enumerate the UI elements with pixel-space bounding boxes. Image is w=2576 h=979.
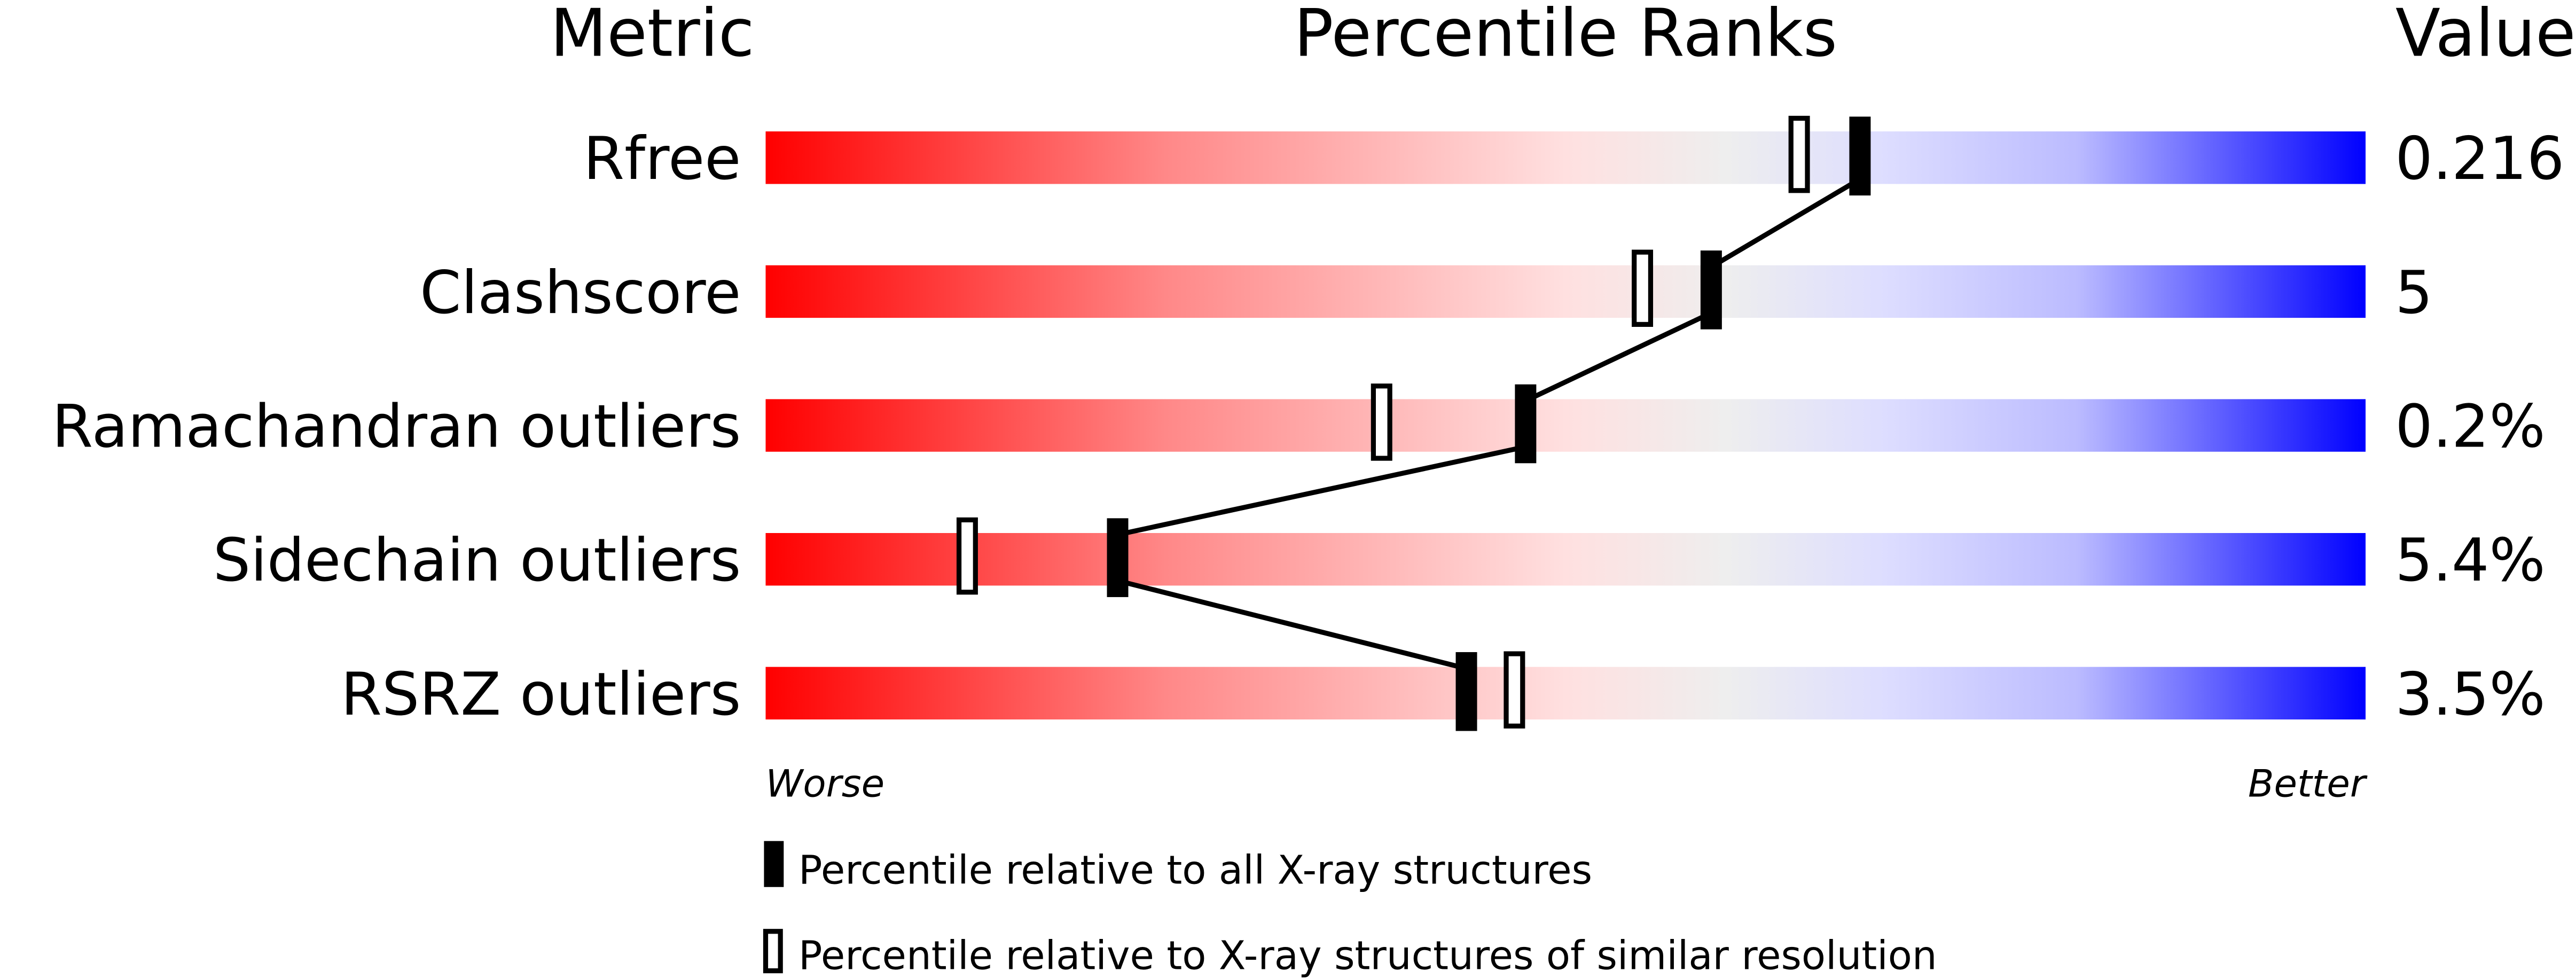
metric-row: Ramachandran outliers 0.2% [52,393,2545,461]
metric-value: 3.5% [2395,660,2545,729]
better-label: Better [2248,762,2368,806]
metric-value: 5.4% [2395,526,2545,595]
legend-filled-label: Percentile relative to all X-ray structu… [798,848,1592,894]
legend-open-marker [763,929,783,974]
header-percentile-ranks: Percentile Ranks [1294,0,1837,72]
marker-all-structures [1107,518,1129,597]
marker-all-structures [1515,384,1537,464]
connector-line [1524,310,1712,403]
metric-label: Clashscore [420,259,741,327]
marker-similar-resolution [1632,249,1654,327]
worse-label: Worse [765,762,884,806]
percentile-bar [765,131,2366,184]
marker-all-structures [1700,250,1722,330]
metric-row: Clashscore 5 [420,259,2433,327]
marker-similar-resolution [1371,383,1392,461]
metric-row: RSRZ outliers 3.5% [341,660,2546,729]
percentile-bar [765,667,2366,720]
marker-similar-resolution [1788,115,1810,193]
header-metric: Metric [550,0,754,72]
percentile-bar [765,265,2366,318]
percentile-bar [765,533,2366,586]
metric-value: 5 [2395,259,2432,327]
marker-all-structures [1849,116,1871,195]
metric-label: Sidechain outliers [213,526,741,595]
metric-value: 0.2% [2395,393,2545,461]
metric-label: RSRZ outliers [341,660,741,729]
metric-value: 0.216 [2395,124,2564,193]
metric-label: Ramachandran outliers [52,393,741,461]
metric-row: Rfree 0.216 [583,124,2564,193]
marker-all-structures [1455,652,1477,731]
marker-similar-resolution [956,517,978,595]
connector-line [1710,177,1861,269]
percentile-bar [765,399,2366,452]
legend-filled-marker [764,841,784,887]
connector-line [1117,578,1467,671]
legend-open-label: Percentile relative to X-ray structures … [798,933,1937,979]
metric-row: Sidechain outliers 5.4% [213,526,2546,595]
marker-similar-resolution [1504,651,1525,729]
header-value: Value [2395,0,2576,72]
metric-label: Rfree [583,124,741,193]
connector-line [1117,444,1526,537]
